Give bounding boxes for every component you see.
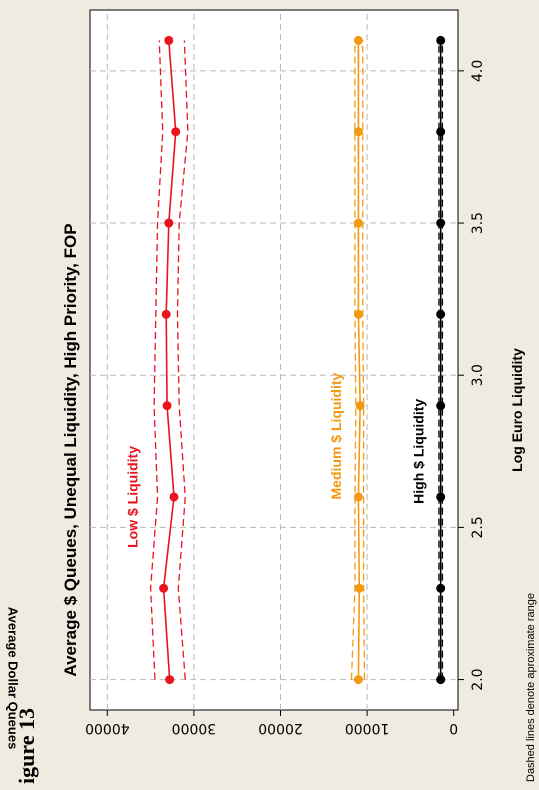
- data-point: [171, 127, 181, 137]
- data-point: [353, 35, 363, 45]
- data-point: [353, 309, 363, 319]
- axis-layer: 2.0 2.5 3.0 3.5 4.0 0 10000 20000 30000 40000: [85, 60, 486, 736]
- grid-layer: [90, 10, 458, 710]
- y-tick-label: 40000: [85, 720, 130, 736]
- series-upper-range-line: [149, 40, 164, 680]
- data-point: [436, 675, 446, 685]
- data-point: [162, 401, 172, 411]
- series-layer: [149, 35, 446, 685]
- data-point: [164, 35, 174, 45]
- data-point: [161, 309, 171, 319]
- data-point: [353, 218, 363, 228]
- y-tick-label: 0: [449, 720, 458, 736]
- figure-label: igure 13: [14, 708, 39, 784]
- y-tick-label: 20000: [258, 720, 303, 736]
- chart-title: Average $ Queues, Unequal Liquidity, Hig…: [61, 223, 80, 676]
- data-point: [436, 492, 446, 502]
- data-point: [353, 492, 363, 502]
- series-line: [162, 40, 177, 680]
- data-point: [164, 218, 174, 228]
- data-point: [353, 127, 363, 137]
- plot-frame: [89, 9, 459, 711]
- y-tick-label: 10000: [345, 720, 390, 736]
- data-point: [353, 675, 363, 685]
- series-upper-range-line: [350, 40, 357, 680]
- data-point: [165, 675, 175, 685]
- data-point: [436, 309, 446, 319]
- series-label: Medium $ Liquidity: [328, 372, 344, 499]
- data-point: [355, 401, 365, 411]
- x-tick-label: 2.5: [470, 516, 486, 538]
- x-tick-label: 2.0: [470, 668, 486, 690]
- series-label: High $ Liquidity: [410, 399, 426, 504]
- data-point: [436, 583, 446, 593]
- series-lower-range-line: [362, 40, 366, 680]
- data-point: [436, 218, 446, 228]
- footnote: Dashed lines denote aproximate range: [525, 593, 537, 782]
- data-point: [159, 583, 169, 593]
- series-lower-range-line: [176, 40, 189, 680]
- data-point: [436, 401, 446, 411]
- series-label-layer: Low $ Liquidity Medium $ Liquidity High $ …: [125, 372, 427, 547]
- data-point: [169, 492, 179, 502]
- chart-rotated-group: 2.0 2.5 3.0 3.5 4.0 0 10000 20000 30000 40000 Low…: [6, 9, 537, 784]
- data-point: [436, 127, 446, 137]
- data-point: [436, 35, 446, 45]
- x-tick-label: 3.0: [470, 364, 486, 386]
- series-line: [357, 40, 361, 680]
- x-axis-title: Log Euro Liquidity: [509, 348, 525, 472]
- series-label: Low $ Liquidity: [125, 446, 141, 548]
- x-tick-label: 4.0: [470, 60, 486, 82]
- x-tick-label: 3.5: [470, 212, 486, 234]
- data-point: [354, 583, 364, 593]
- y-tick-label: 30000: [172, 720, 217, 736]
- y-axis-title: Average Dollar Queues: [6, 607, 21, 750]
